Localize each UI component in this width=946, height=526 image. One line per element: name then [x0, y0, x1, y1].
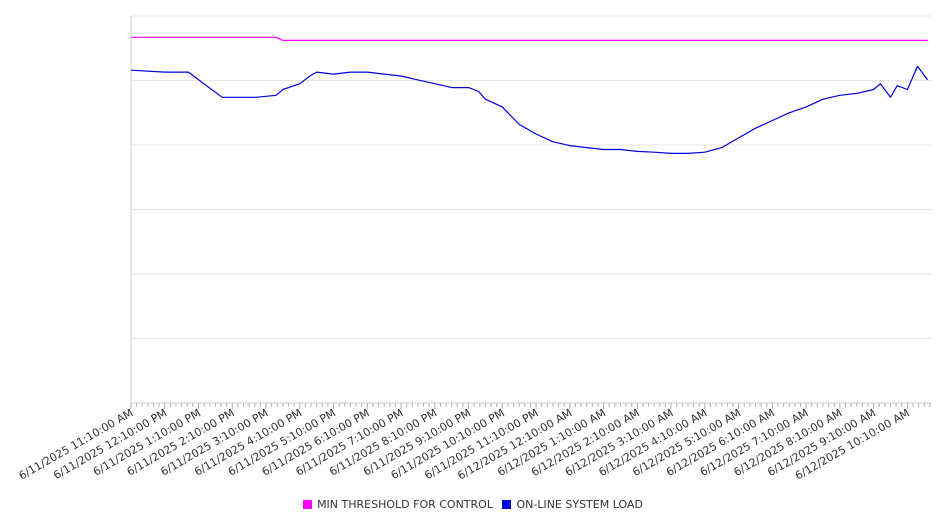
series-line-system-load: [130, 65, 929, 154]
legend: MIN THRESHOLD FOR CONTROL ON-LINE SYSTEM…: [0, 498, 946, 511]
gridlines: [131, 15, 931, 404]
legend-swatch-system-load: [502, 500, 512, 509]
x-axis-tick-labels: 6/11/2025 11:10:00 AM6/11/2025 12:10:00 …: [17, 406, 912, 482]
legend-swatch-threshold: [303, 500, 313, 509]
legend-label-threshold: MIN THRESHOLD FOR CONTROL: [317, 498, 493, 511]
legend-item-threshold[interactable]: MIN THRESHOLD FOR CONTROL: [303, 498, 493, 511]
legend-item-system-load[interactable]: ON-LINE SYSTEM LOAD: [502, 498, 643, 511]
series-line-min-threshold: [131, 36, 928, 42]
axes: [130, 16, 931, 404]
x-axis-ticks: [130, 403, 931, 409]
series-lines: [130, 36, 929, 154]
legend-label-system-load: ON-LINE SYSTEM LOAD: [516, 498, 643, 511]
